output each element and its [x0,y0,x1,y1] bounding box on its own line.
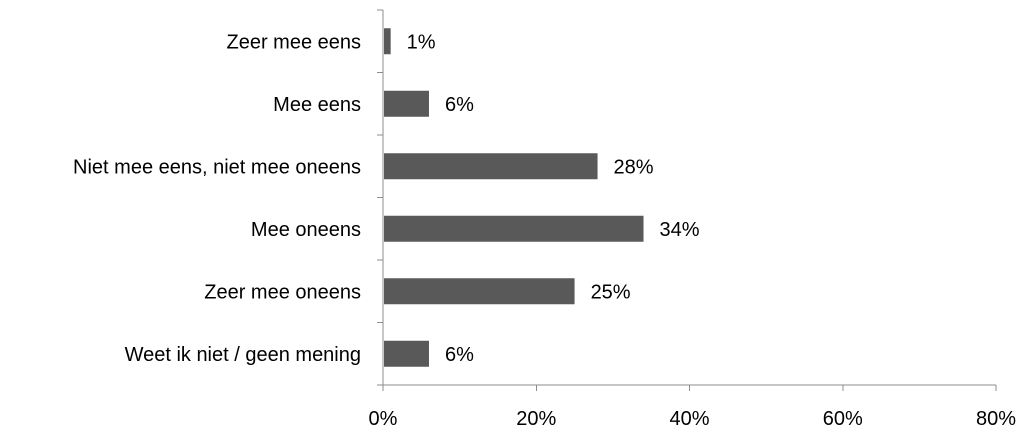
bar [384,153,598,180]
data-label: 1% [407,31,436,53]
data-label: 6% [445,344,474,366]
bar [384,90,429,117]
bar [384,278,575,305]
bar [384,340,429,367]
axes [377,9,997,391]
category-label: Weet ik niet / geen mening [125,344,361,366]
category-label: Zeer mee oneens [204,281,361,303]
x-tick-label: 80% [976,408,1016,430]
data-label: 28% [614,156,654,178]
bar [384,215,644,242]
x-tick-label: 60% [823,408,863,430]
category-label: Niet mee eens, niet mee oneens [73,156,361,178]
data-label: 34% [660,219,700,241]
x-tick-label: 40% [669,408,709,430]
data-label: 25% [591,281,631,303]
bars [384,28,644,367]
data-label: 6% [445,94,474,116]
labels: 0% 20% 40% 60% 80% Zeer mee eens 1% Mee eens 6% N… [73,31,1016,430]
x-tick-label: 0% [369,408,398,430]
category-label: Mee oneens [251,219,361,241]
category-label: Zeer mee eens [226,31,361,53]
category-label: Mee eens [273,94,361,116]
bar [384,28,391,55]
x-tick-label: 20% [516,408,556,430]
